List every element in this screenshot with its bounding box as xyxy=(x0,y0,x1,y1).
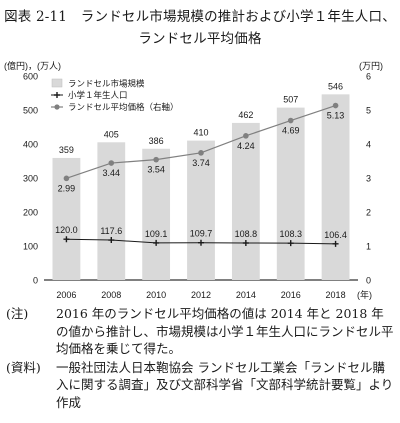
price-data-label: 2.99 xyxy=(58,183,76,193)
right-axis-tick-label: 2 xyxy=(366,208,371,218)
bar-data-label: 507 xyxy=(283,95,298,105)
price-data-label: 4.24 xyxy=(237,141,255,151)
x-axis-tick-label: 2014 xyxy=(236,290,256,300)
population-point xyxy=(242,240,249,247)
x-axis-tick-label: 2006 xyxy=(56,290,76,300)
right-axis-tick-label: 1 xyxy=(366,242,371,252)
legend-background xyxy=(49,75,165,115)
bar-data-label: 386 xyxy=(149,136,164,146)
notes: (注) 2016 年のランドセル平均価格の値は 2014 年と 2018 年の値… xyxy=(6,305,396,411)
left-axis-tick-label: 300 xyxy=(23,174,38,184)
population-data-label: 120.0 xyxy=(55,225,78,235)
population-point xyxy=(332,240,339,247)
chart: (億円)，(万人) (万円) (年) 359405386410462507546… xyxy=(4,60,383,301)
price-point xyxy=(198,150,204,156)
figure-title-line-1: 図表 2-11 ランドセル市場規模の推計および小学１年生人口、 xyxy=(4,9,396,25)
price-data-label: 3.44 xyxy=(103,168,121,178)
x-axis-tick-label: 2012 xyxy=(191,290,211,300)
price-point xyxy=(243,133,249,139)
lines-group: 120.0 117.6 109.1 109.7 108.8 108.3 106.4 2.99 3… xyxy=(55,102,347,247)
note-text-2: 一般社団法人日本鞄協会 ランドセル工業会「ランドセル購入に関する調査」及び文部科… xyxy=(56,359,394,410)
price-data-label: 5.13 xyxy=(327,111,345,121)
population-point xyxy=(287,240,294,247)
bar xyxy=(276,107,305,280)
note-label-1: (注) xyxy=(6,306,29,321)
x-axis-unit: (年) xyxy=(357,289,372,300)
price-point xyxy=(287,117,294,124)
legend-swatch-price-marker xyxy=(54,104,60,110)
left-axis-tick-label: 500 xyxy=(23,106,38,116)
left-axis-tick-label: 100 xyxy=(23,242,38,252)
right-axis-tick-label: 0 xyxy=(366,276,371,286)
note-label-2: (資料) xyxy=(6,359,41,375)
left-axis-tick-label: 200 xyxy=(23,208,38,218)
left-axis-tick-label: 400 xyxy=(23,140,38,150)
right-axis-unit: (万円) xyxy=(359,61,383,71)
legend-label-price: ランドセル平均価格（右軸） xyxy=(68,102,179,112)
population-point xyxy=(63,236,70,243)
bar-data-label: 359 xyxy=(59,145,74,155)
figure-title-line-2: ランドセル平均価格 xyxy=(138,31,262,47)
right-axis-tick-label: 5 xyxy=(366,106,371,116)
price-data-label: 3.54 xyxy=(147,165,165,175)
population-data-label: 109.1 xyxy=(145,229,168,239)
note-text-1: 2016 年のランドセル平均価格の値は 2014 年と 2018 年の値から推計… xyxy=(56,306,394,356)
price-point xyxy=(332,102,339,109)
x-axis-tick-label: 2010 xyxy=(146,290,166,300)
population-data-label: 117.6 xyxy=(100,226,122,236)
note-row-2: (資料) 一般社団法人日本鞄協会 ランドセル工業会「ランドセル購入に関する調査」… xyxy=(6,359,396,412)
bar-data-label: 405 xyxy=(104,129,119,139)
right-axis-tick-label: 6 xyxy=(366,72,371,82)
axes-group: 0 100 200 300 400 500 600 0 1 2 3 4 5 6 2006 2008 2010 20… xyxy=(23,72,371,301)
bar xyxy=(321,94,350,280)
population-point xyxy=(108,237,115,244)
legend-label-population: 小学１年生人口 xyxy=(68,90,128,100)
population-data-label: 106.4 xyxy=(324,230,347,240)
bar xyxy=(142,148,171,280)
bar-data-label: 462 xyxy=(238,110,253,120)
price-point xyxy=(63,175,70,182)
bars-group: 359 405 386 410 462 507 546 xyxy=(52,81,350,280)
population-point xyxy=(153,239,160,246)
x-axis-tick-label: 2016 xyxy=(281,290,301,300)
population-data-label: 108.3 xyxy=(279,229,302,239)
population-data-label: 108.8 xyxy=(235,229,258,239)
right-axis-tick-label: 3 xyxy=(366,174,371,184)
legend-label-bar: ランドセル市場規模 xyxy=(68,79,145,89)
right-axis-tick-label: 4 xyxy=(366,140,371,150)
bar-data-label: 410 xyxy=(193,128,208,138)
price-point xyxy=(153,156,159,163)
bar-data-label: 546 xyxy=(328,81,343,91)
legend-swatch-population-marker xyxy=(54,92,60,98)
legend-swatch-bar xyxy=(51,78,63,88)
bar xyxy=(231,122,260,280)
x-axis-tick-label: 2008 xyxy=(101,290,121,300)
population-data-label: 109.7 xyxy=(190,229,213,239)
x-axis-tick-label: 2018 xyxy=(326,290,346,300)
price-point xyxy=(108,160,115,166)
left-axis-tick-label: 0 xyxy=(33,276,38,286)
left-axis-unit: (億円)，(万人) xyxy=(4,60,61,71)
population-point xyxy=(198,239,204,246)
note-row-1: (注) 2016 年のランドセル平均価格の値は 2014 年と 2018 年の値… xyxy=(6,305,396,358)
bar xyxy=(187,140,215,280)
price-data-label: 3.74 xyxy=(192,158,210,168)
figure-title: 図表 2-11 ランドセル市場規模の推計および小学１年生人口、 ランドセル平均価… xyxy=(0,6,400,50)
left-axis-tick-label: 600 xyxy=(23,72,38,82)
price-data-label: 4.69 xyxy=(282,126,300,136)
